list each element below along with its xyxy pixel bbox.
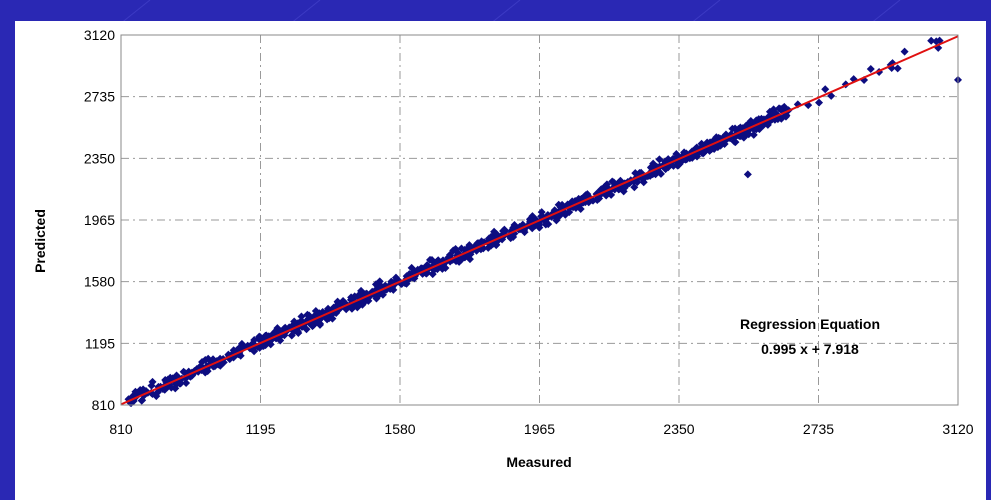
x-tick-label: 3120 — [942, 421, 973, 437]
y-tick-label: 1965 — [84, 212, 115, 228]
regression-equation-formula: 0.995 x + 7.918 — [761, 341, 859, 357]
y-tick-label: 1195 — [85, 335, 115, 351]
data-point — [821, 85, 829, 93]
chart-panel: 810 1195 1580 1965 2350 2735 3120 810 1195 1580 1… — [15, 21, 986, 500]
y-tick-labels: 810 1195 1580 1965 2350 2735 3120 — [84, 27, 115, 413]
x-tick-label: 810 — [109, 421, 133, 437]
regression-equation-title: Regression Equation — [740, 316, 880, 332]
y-tick-label: 2735 — [84, 89, 115, 105]
data-point — [901, 48, 909, 56]
data-point — [744, 170, 752, 178]
y-tick-label: 810 — [92, 397, 116, 413]
x-tick-label: 1965 — [524, 421, 555, 437]
y-tick-label: 2350 — [84, 150, 115, 166]
x-tick-label: 2735 — [803, 421, 834, 437]
y-tick-label: 1580 — [84, 274, 115, 290]
x-tick-label: 1195 — [245, 421, 275, 437]
data-point — [815, 99, 823, 107]
x-tick-label: 1580 — [384, 421, 415, 437]
y-axis-title: Predicted — [32, 209, 48, 273]
x-tick-labels: 810 1195 1580 1965 2350 2735 3120 — [109, 421, 973, 437]
x-axis-title: Measured — [506, 454, 571, 470]
y-tick-label: 3120 — [84, 27, 115, 43]
data-point — [867, 65, 875, 73]
scatter-plot: 810 1195 1580 1965 2350 2735 3120 810 1195 1580 1… — [15, 21, 986, 500]
x-tick-label: 2350 — [663, 421, 694, 437]
